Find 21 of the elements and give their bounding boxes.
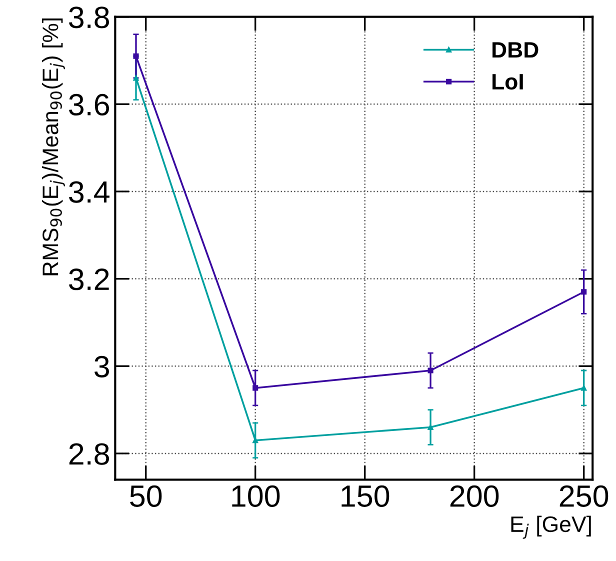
point: [252, 438, 258, 444]
y-tick-label: 3.4: [69, 181, 110, 203]
x-axis-title: E$_{j}$ [GeV]: [511, 516, 591, 539]
x-tick-label: 150: [342, 485, 390, 507]
legend-label: DBD: [492, 42, 538, 58]
x-tick-label: 100: [232, 485, 280, 507]
y-tick-label: 2.8: [69, 443, 110, 465]
x-tick-label: 50: [130, 485, 162, 507]
legend-label: LoI: [492, 74, 523, 90]
y-tick-label: 3.6: [69, 94, 109, 116]
point: [581, 289, 587, 295]
x-tick-label: 250: [560, 485, 608, 507]
y-tick-label: 3: [94, 356, 109, 378]
point: [252, 385, 258, 391]
point: [428, 368, 434, 374]
point: [581, 385, 587, 391]
y-tick-label: 3.2: [69, 268, 109, 290]
point: [428, 424, 434, 430]
x-tick-label: 200: [450, 485, 499, 507]
y-tick-label: 3.8: [69, 6, 110, 28]
text: RMS$_{90}$(E$_{j}$)/Mean$_{90}$(E$_{j}$) [%]: [42, 18, 65, 276]
